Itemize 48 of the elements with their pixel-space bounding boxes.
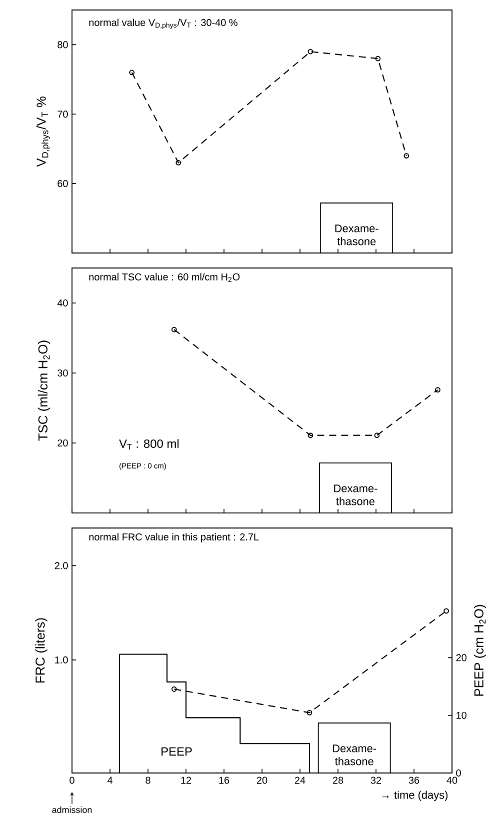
x-tick-label: 8	[146, 776, 150, 784]
point	[404, 153, 410, 158]
point	[171, 686, 177, 692]
annotation: V$_{T}$ : 800 ml	[119, 439, 179, 450]
annotation: Dexame-thasone	[333, 744, 376, 766]
y2-tick-label: 10	[456, 712, 466, 719]
y-tick-label: 60	[58, 180, 68, 188]
y-tick-label: 70	[58, 110, 68, 118]
y-tick-label: 30	[58, 369, 68, 377]
y-axis-title: TSC (ml/cm H$_{2}$O)	[38, 340, 50, 441]
x-tick-label: 32	[370, 776, 382, 784]
x-tick-label: 0	[70, 776, 74, 784]
y-tick-label: 80	[58, 41, 68, 48]
point	[129, 70, 135, 76]
point	[435, 387, 440, 392]
x-tick-label: 4	[107, 776, 112, 784]
x-tick-label: 24	[294, 776, 306, 784]
point	[306, 710, 312, 716]
point	[444, 608, 449, 614]
y-axis-title: FRC (liters)	[35, 618, 48, 683]
y2-tick-label: 0	[456, 769, 461, 777]
x-axis-title: → time (days)	[382, 790, 448, 801]
annotation: normal FRC value in this patient : 2.7L	[89, 533, 259, 542]
annotation: normal value V$_{D,phys}$/V$_{T}$ : 30-40 %	[89, 18, 238, 30]
x-tick-label: 28	[332, 776, 344, 784]
y-tick-label: 1.0	[55, 656, 68, 664]
text: admission	[52, 806, 92, 814]
y2-tick-label: 20	[456, 654, 466, 662]
point	[308, 48, 314, 54]
annotation: Dexame-thasone	[334, 484, 378, 506]
x-tick-label: 12	[181, 776, 192, 784]
point	[171, 326, 177, 332]
point	[375, 56, 381, 62]
y-tick-label: 40	[57, 299, 68, 307]
text: PEEP	[162, 747, 192, 756]
point	[176, 160, 182, 166]
annotation: Dexame-thasone	[335, 224, 378, 246]
point	[308, 432, 314, 438]
y-tick-label: 20	[58, 439, 68, 447]
point	[374, 432, 380, 438]
x-tick-label: 40	[446, 776, 458, 784]
annotation: normal TSC value : 60 ml/cm H$_{2}$O	[89, 273, 240, 282]
x-tick-label: 20	[256, 776, 268, 784]
y2-axis-title: PEEP (cm H$_{2}$O)	[474, 604, 486, 696]
x-tick-label: 16	[219, 776, 230, 784]
y-axis-title: V$_{D,phys}$/V$_{T}$ %	[36, 96, 50, 167]
x-tick-label: 36	[408, 776, 420, 784]
y-tick-label: 2.0	[54, 562, 68, 570]
